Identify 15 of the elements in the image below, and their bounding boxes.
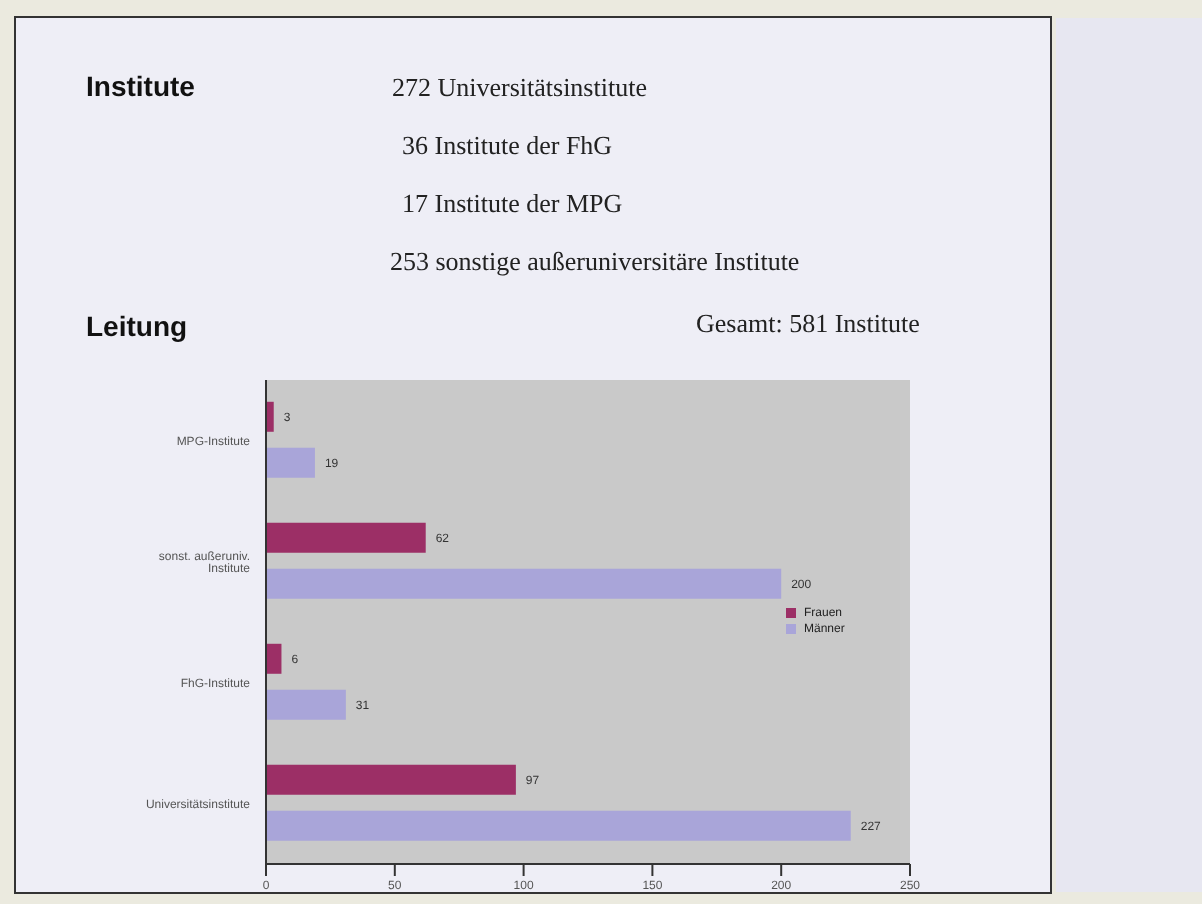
bar [266, 447, 315, 478]
bar [266, 643, 282, 674]
bar [266, 568, 782, 599]
bar [266, 522, 426, 553]
bar [266, 401, 274, 432]
text: 36 Institute der FhG [402, 130, 613, 160]
text: 17 Institute der MPG [402, 188, 623, 218]
text: 272 Universitätsinstitute [392, 72, 647, 102]
chart-subtitle: Leitung [86, 310, 188, 342]
text: 253 sonstige außeruniversitäre Institute [390, 246, 800, 276]
chart-title: Institute [86, 70, 195, 102]
bar [266, 764, 516, 795]
bar [266, 810, 851, 841]
text: Gesamt: 581 Institute [696, 308, 920, 338]
bar [266, 689, 346, 720]
